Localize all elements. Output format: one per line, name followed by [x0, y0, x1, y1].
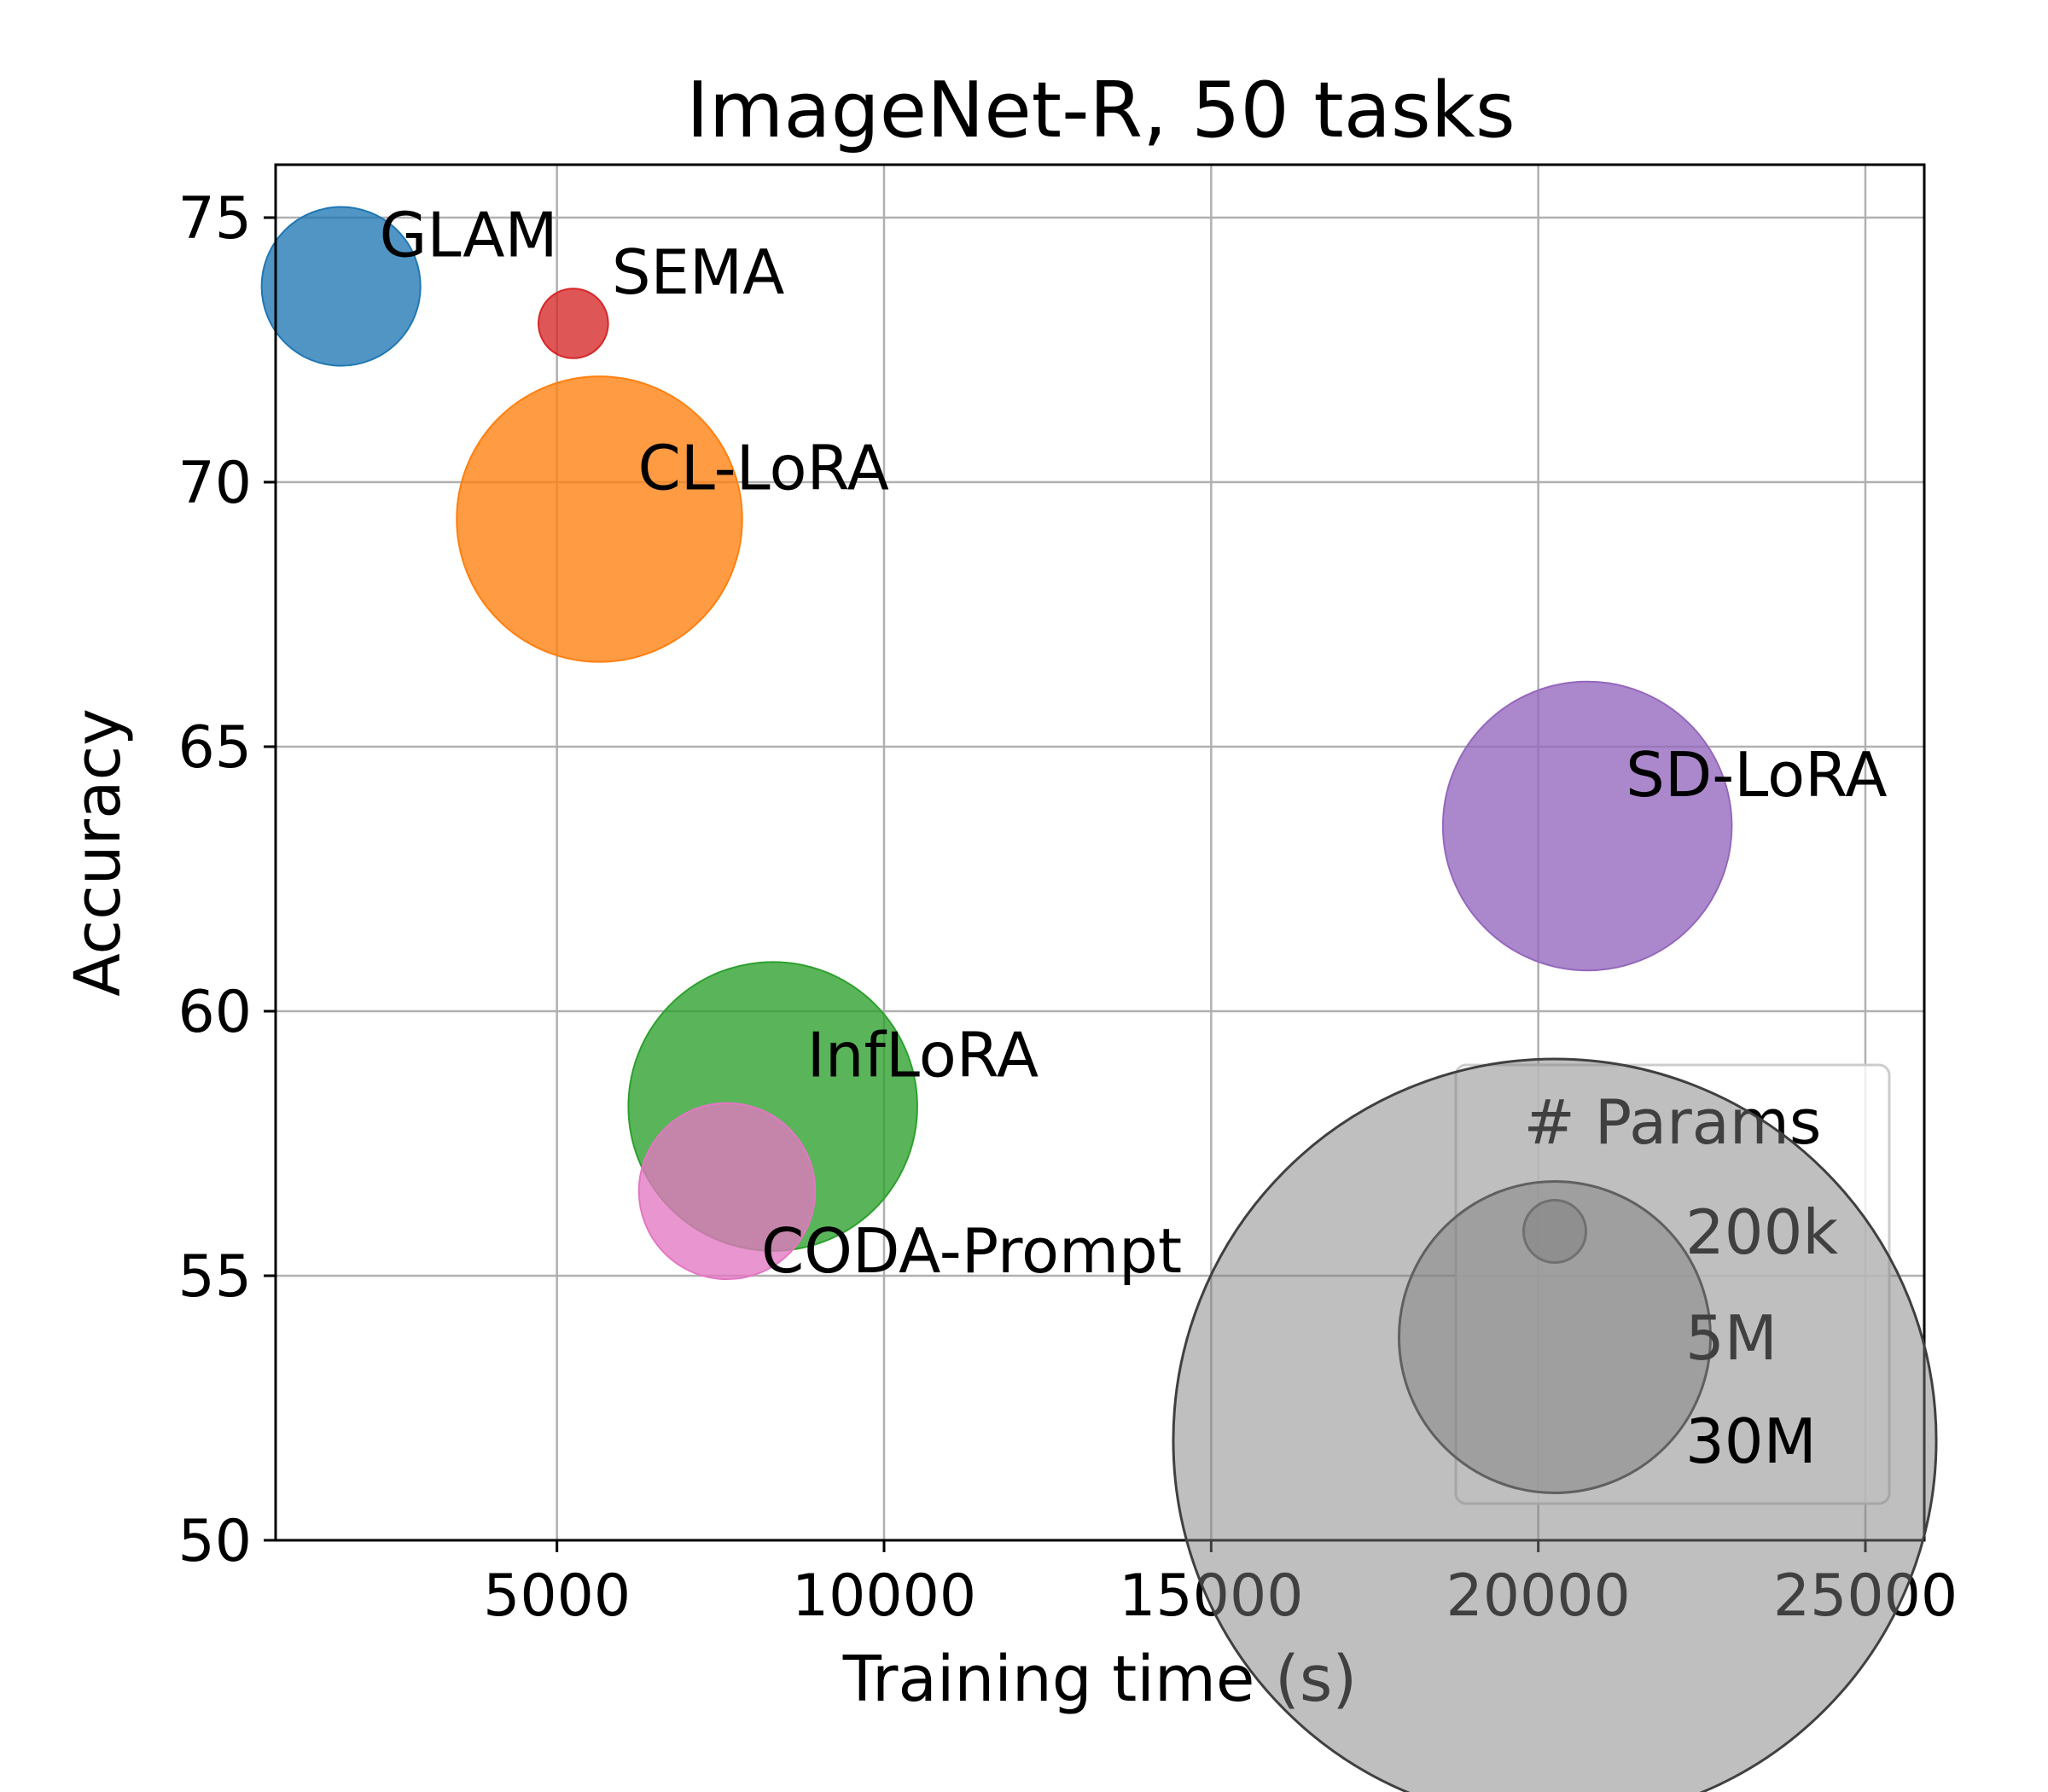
- label-sema: SEMA: [612, 236, 785, 308]
- y-tick-label: 65: [177, 714, 252, 782]
- x-tick-label: 10000: [792, 1562, 976, 1630]
- y-tick-label: 60: [177, 979, 252, 1046]
- point-coda-prompt: [637, 1102, 817, 1281]
- label-cl-lora: CL-LoRA: [638, 432, 889, 503]
- y-tick-label: 70: [177, 450, 252, 517]
- y-tick-label: 50: [177, 1508, 252, 1575]
- label-inflora: InfLoRA: [807, 1020, 1039, 1091]
- y-tick-label: 75: [177, 185, 252, 253]
- data-points: [260, 206, 1733, 1281]
- y-tick-label: 55: [177, 1243, 252, 1311]
- label-glam: GLAM: [380, 200, 558, 271]
- y-axis-title: Accuracy: [61, 708, 135, 997]
- label-sd-lora: SD-LoRA: [1626, 739, 1887, 811]
- plot-frame: [274, 163, 1926, 1542]
- point-sema: [538, 288, 609, 359]
- chart-title: ImageNet-R, 50 tasks: [686, 66, 1516, 155]
- label-coda-prompt: CODA-Prompt: [761, 1215, 1182, 1287]
- legend: # Params 200k5M30M: [1172, 1057, 1938, 1792]
- x-tick-label: 5000: [483, 1562, 631, 1630]
- legend-label-30m: 30M: [1685, 1405, 1817, 1477]
- legend-marker-30m: [1172, 1057, 1938, 1792]
- point-sd-lora: [1441, 680, 1733, 972]
- point-labels: GLAM SEMA CL-LoRA SD-LoRA InfLoRA CODA-Prompt: [380, 200, 1888, 1287]
- point-cl-lora: [456, 375, 743, 663]
- point-glam: [260, 206, 422, 367]
